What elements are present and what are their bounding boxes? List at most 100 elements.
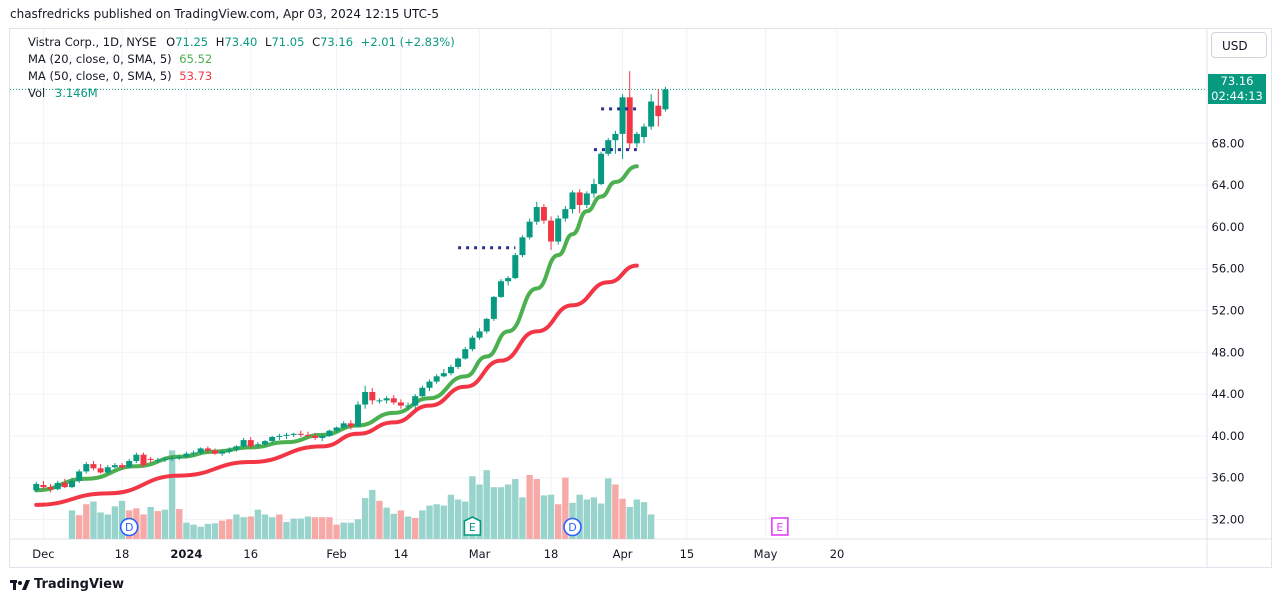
candle (161, 456, 168, 463)
volume-bar (526, 474, 533, 539)
candle (240, 437, 247, 449)
candle-body (83, 464, 90, 472)
candle-body (154, 459, 161, 461)
volume-bar (555, 504, 562, 539)
volume-bar (454, 499, 462, 539)
candle-body (498, 281, 504, 297)
candle-body (204, 448, 211, 451)
volume-bar (469, 476, 476, 539)
candle-body (47, 487, 54, 490)
candle (40, 480, 47, 490)
candle-body (40, 485, 47, 488)
candle (655, 88, 662, 127)
candle-body (633, 133, 640, 144)
candle (576, 189, 583, 214)
candle (533, 201, 540, 225)
volume-bar (619, 498, 626, 539)
volume-bar (640, 502, 648, 539)
earnings-event-marker[interactable]: E (771, 517, 789, 536)
candle (619, 94, 626, 159)
candle-body (262, 441, 269, 445)
candle (483, 317, 490, 334)
candle-body (161, 458, 168, 460)
candle (519, 235, 526, 258)
candle-body (476, 331, 483, 338)
candle (369, 387, 376, 405)
currency-button[interactable]: USD (1211, 32, 1267, 58)
candle-body (226, 449, 233, 452)
candle-body (612, 133, 619, 141)
dividend-event-marker[interactable]: D (119, 517, 139, 537)
volume-bar (204, 524, 212, 539)
volume-bar (504, 484, 512, 539)
volume-bar (247, 516, 254, 539)
volume-bar (490, 487, 498, 539)
time-tick-label: May (754, 547, 778, 561)
dividend-event-marker[interactable]: D (563, 517, 582, 537)
price-tick-label: 36.00 (1212, 471, 1245, 485)
legend-ma20-value: 65.52 (179, 52, 213, 66)
earnings-event-marker[interactable]: E (463, 516, 482, 536)
candle (204, 446, 211, 453)
candle (212, 448, 218, 455)
time-tick-label: 20 (830, 547, 845, 561)
candle-body (319, 435, 326, 438)
volume-bar (426, 505, 433, 539)
candle (47, 483, 54, 493)
candle-body (240, 440, 247, 447)
candles (33, 71, 669, 493)
publisher-header: chasfredricks published on TradingView.c… (10, 7, 439, 21)
volume-bar (626, 506, 633, 539)
candle-body (312, 435, 319, 438)
candle (176, 454, 183, 460)
volume-bar (269, 517, 276, 539)
volume-bar (140, 514, 147, 539)
event-label: E (469, 521, 476, 534)
price-chart[interactable]: 32.00 36.00 40.00 44.00 48.00 52.00 56.00 60.00… (10, 29, 1271, 567)
candle-body (483, 318, 490, 332)
candle (97, 464, 104, 474)
candle-body (347, 423, 354, 427)
candle-body (569, 192, 576, 210)
legend-change: +2.01 (+2.83%) (360, 35, 455, 49)
candle (319, 433, 326, 442)
volume-bar (254, 509, 262, 539)
candle-body (619, 97, 626, 134)
volume-bar (647, 514, 655, 539)
candle-body (648, 101, 655, 127)
volume-bar (433, 504, 440, 539)
volume-bar (333, 524, 340, 539)
volume-bar (147, 506, 154, 539)
volume-bar (240, 517, 247, 539)
last-price-value: 73.16 (1220, 74, 1254, 88)
volume-bar (369, 489, 376, 539)
volume-bar (176, 509, 183, 539)
legend-ma50-label: MA (50, close, 0, SMA, 5) (28, 69, 172, 83)
candle (76, 469, 83, 483)
legend-ma50-row[interactable]: MA (50, close, 0, SMA, 5) 53.73 (28, 69, 212, 83)
volume-bar (290, 518, 297, 539)
candle-body (340, 423, 347, 428)
candle (455, 357, 462, 370)
candle-body (397, 402, 404, 406)
candle (333, 426, 340, 433)
legend-ma20-row[interactable]: MA (20, close, 0, SMA, 5) 65.52 (28, 52, 212, 66)
candle (61, 478, 68, 489)
candle-body (355, 404, 361, 427)
candle-body (69, 480, 75, 488)
candle (111, 463, 118, 469)
candle-body (61, 482, 68, 488)
chart-frame[interactable]: 32.00 36.00 40.00 44.00 48.00 52.00 56.00 60.00… (9, 28, 1272, 568)
ma20-line (34, 164, 639, 493)
legend-symbol-row: Vistra Corp., 1D, NYSE O71.25 H73.40 L71… (28, 35, 455, 49)
legend-ma20-label: MA (20, close, 0, SMA, 5) (28, 52, 172, 66)
legend-volume-row[interactable]: Vol 3.146M (28, 86, 98, 100)
volume-bar (83, 504, 90, 539)
candle-body (405, 405, 412, 407)
candle (540, 203, 547, 224)
tradingview-footer[interactable]: 17 TradingView (10, 577, 124, 592)
candle-body (641, 126, 647, 138)
candle (562, 206, 569, 222)
candle (397, 399, 404, 409)
volume-bar (118, 500, 126, 539)
